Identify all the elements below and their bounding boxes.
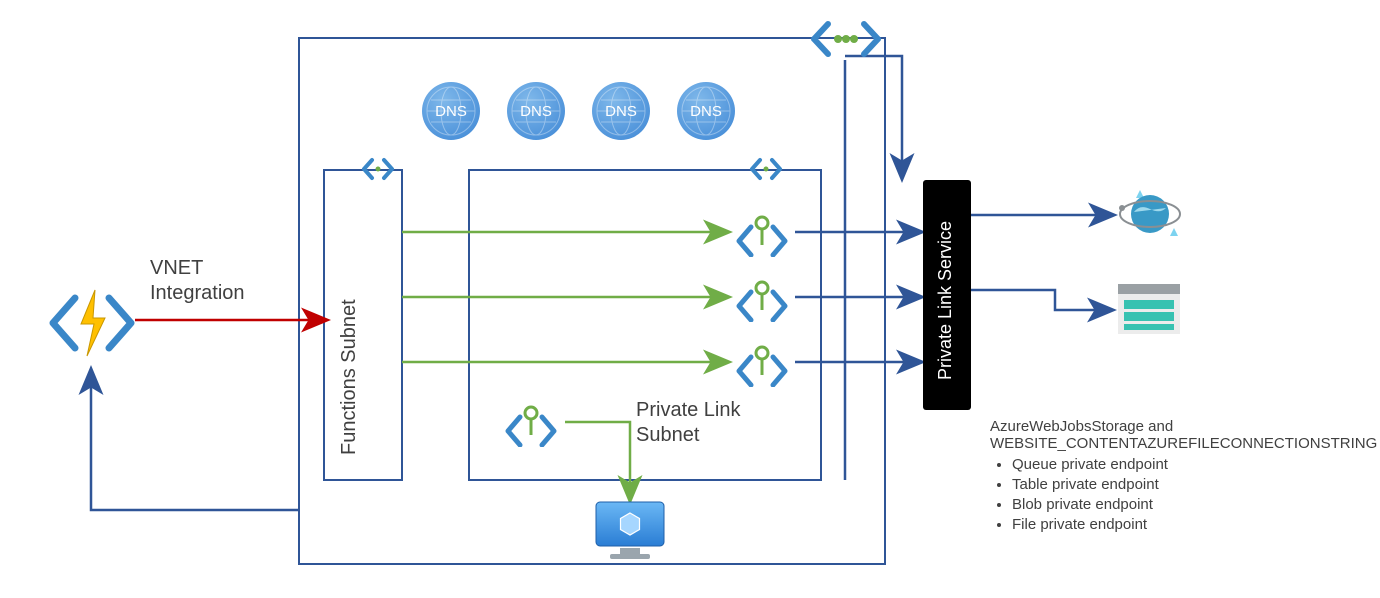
info-bullet: File private endpoint <box>1012 516 1370 533</box>
private-endpoint-icon <box>500 405 562 447</box>
cosmos-db-icon <box>1116 184 1184 244</box>
info-bullet: Queue private endpoint <box>1012 456 1370 473</box>
diagram-root: VNET Integration Functions Subnet DNS DNS… <box>0 0 1380 598</box>
arrow-ep4-to-monitor <box>565 422 630 500</box>
vnet-marker-icon <box>806 14 886 64</box>
dns-zone-icon: DNS <box>592 82 650 140</box>
info-line1: AzureWebJobsStorage and <box>990 418 1370 435</box>
dns-zone-icon: DNS <box>677 82 735 140</box>
pl-subnet-marker-icon <box>746 155 786 183</box>
dns-zone-icon: DNS <box>507 82 565 140</box>
functions-subnet-label: Functions Subnet <box>338 235 361 455</box>
private-endpoint-icon <box>731 280 793 322</box>
info-bullet: Blob private endpoint <box>1012 496 1370 513</box>
box-func_subnet <box>324 170 402 480</box>
storage-account-icon <box>1116 282 1182 336</box>
functions-subnet-marker-icon <box>358 155 398 183</box>
info-line2: WEBSITE_CONTENTAZUREFILECONNECTIONSTRING <box>990 435 1370 452</box>
management-vm-icon <box>590 498 670 564</box>
arrow-top-to-pls <box>845 56 902 178</box>
dns-zone-icon: DNS <box>422 82 480 140</box>
private-endpoint-icon <box>731 345 793 387</box>
azure-functions-icon <box>47 278 137 368</box>
storage-info-text: AzureWebJobsStorage and WEBSITE_CONTENTA… <box>990 418 1370 536</box>
arrow-pls-to-storage <box>971 290 1112 310</box>
private-link-service-label: Private Link Service <box>935 210 956 380</box>
arrow-outer-return <box>91 370 299 510</box>
private-link-subnet-label: Private Link Subnet <box>636 398 741 448</box>
vnet-integration-label: VNET Integration <box>150 256 245 306</box>
info-bullet: Table private endpoint <box>1012 476 1370 493</box>
private-endpoint-icon <box>731 215 793 257</box>
